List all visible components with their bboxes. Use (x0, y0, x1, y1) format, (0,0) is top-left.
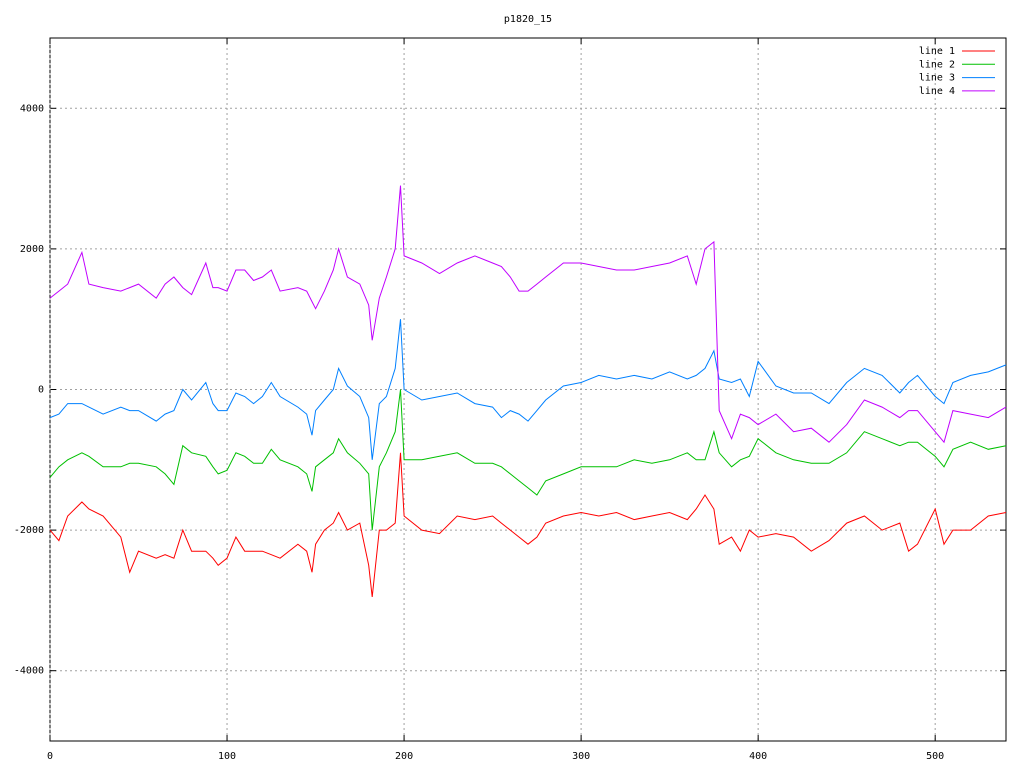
x-tick-label: 0 (47, 751, 53, 762)
x-tick-label: 400 (749, 751, 767, 762)
y-tick-label: -2000 (14, 525, 44, 536)
chart-title: p1820_15 (504, 14, 552, 25)
x-tick-label: 500 (926, 751, 944, 762)
y-tick-label: -4000 (14, 666, 44, 677)
data-line (49, 319, 1007, 460)
y-tick-label: 0 (38, 385, 44, 396)
legend-label: line 2 (919, 59, 955, 70)
plot-frame (49, 37, 1007, 742)
x-tick-label: 100 (218, 751, 236, 762)
x-tick-label: 200 (395, 751, 413, 762)
x-tick-label: 300 (572, 751, 590, 762)
legend-label: line 4 (919, 86, 955, 97)
y-tick-label: 4000 (20, 103, 44, 114)
y-tick-label: 2000 (20, 244, 44, 255)
data-line (49, 185, 1007, 444)
data-line (49, 389, 1007, 531)
legend-label: line 3 (919, 73, 955, 84)
data-line (49, 452, 1007, 597)
legend-label: line 1 (919, 46, 955, 57)
